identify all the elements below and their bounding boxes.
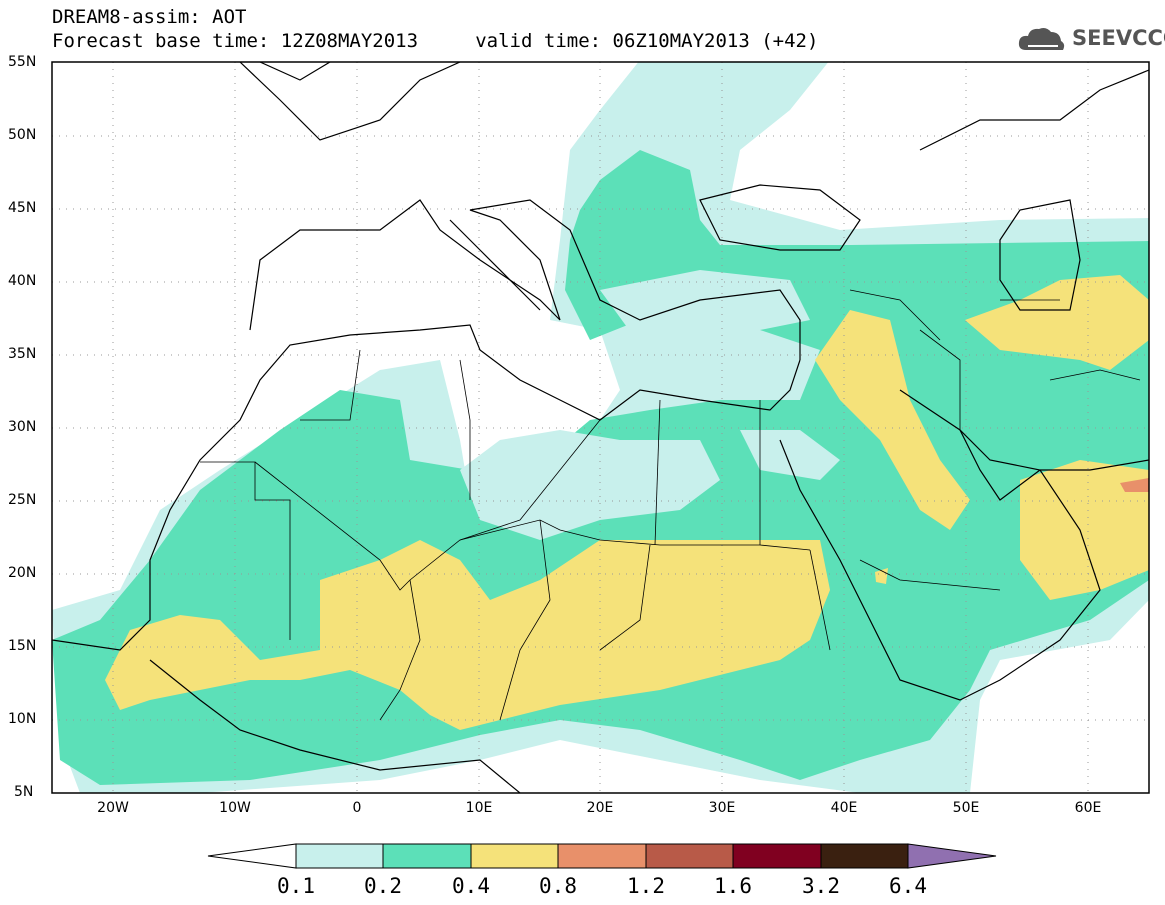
lat-label: 40N (8, 273, 37, 289)
lon-label: 60E (1074, 800, 1102, 816)
lat-label: 25N (8, 492, 37, 508)
lon-label: 20W (97, 800, 129, 816)
colorbar-swatch-0-1 (295, 843, 384, 869)
lon-label: 10W (219, 800, 251, 816)
aot-0-8-region (1120, 478, 1149, 492)
aot-light-patch (460, 430, 720, 540)
colorbar-label: 1.2 (627, 874, 665, 898)
lat-label: 50N (8, 127, 37, 143)
colorbar-swatch-3-2 (820, 843, 909, 869)
aot-0-4-region-iran (965, 275, 1149, 370)
lon-label: 10E (465, 800, 493, 816)
lat-label: 15N (8, 638, 37, 654)
aot-light-patch-2 (600, 270, 810, 345)
lat-label: 5N (14, 784, 34, 800)
title: DREAM8-assim: AOT (52, 6, 247, 28)
aot-light-patch-3 (740, 430, 840, 480)
lon-label: 30E (708, 800, 736, 816)
cloud-logo-icon (1018, 28, 1065, 50)
lon-label: 50E (952, 800, 980, 816)
colorbar-label: 3.2 (802, 874, 840, 898)
graticule (52, 62, 1149, 793)
lat-label: 20N (8, 565, 37, 581)
borders (200, 289, 1141, 721)
colorbar-swatch-1-2 (645, 843, 734, 869)
colorbar-swatch-0-2 (382, 843, 472, 869)
aot-0-4-region (105, 540, 830, 730)
colorbar-high-arrow (907, 843, 997, 869)
colorbar-label: 6.4 (889, 874, 927, 898)
coastlines (52, 62, 1149, 793)
aot-shading (52, 62, 1149, 793)
lon-label: 0 (352, 800, 362, 816)
logo-text: SEEVCCC (1072, 26, 1165, 50)
colorbar (207, 843, 997, 869)
colorbar-label: 0.8 (539, 874, 577, 898)
map-frame (51, 61, 1150, 794)
forecast-times: Forecast base time: 12Z08MAY2013 valid t… (52, 30, 819, 52)
colorbar-label: 0.1 (277, 874, 315, 898)
colorbar-low-arrow (207, 843, 297, 869)
lat-label: 45N (8, 200, 37, 216)
colorbar-label: 1.6 (714, 874, 752, 898)
aot-0-4-region-mideast (815, 310, 970, 530)
colorbar-label: 0.2 (364, 874, 402, 898)
colorbar-swatch-0-8 (557, 843, 647, 869)
lat-label: 10N (8, 711, 37, 727)
lat-label: 35N (8, 346, 37, 362)
colorbar-label: 0.4 (452, 874, 490, 898)
lat-label: 55N (8, 54, 37, 70)
colorbar-swatch-1-6 (732, 843, 822, 869)
lat-label: 30N (8, 419, 37, 435)
lon-label: 20E (586, 800, 614, 816)
lon-label: 40E (830, 800, 858, 816)
aot-0-4-region-arabia (1020, 460, 1149, 600)
colorbar-swatch-0-4 (470, 843, 559, 869)
